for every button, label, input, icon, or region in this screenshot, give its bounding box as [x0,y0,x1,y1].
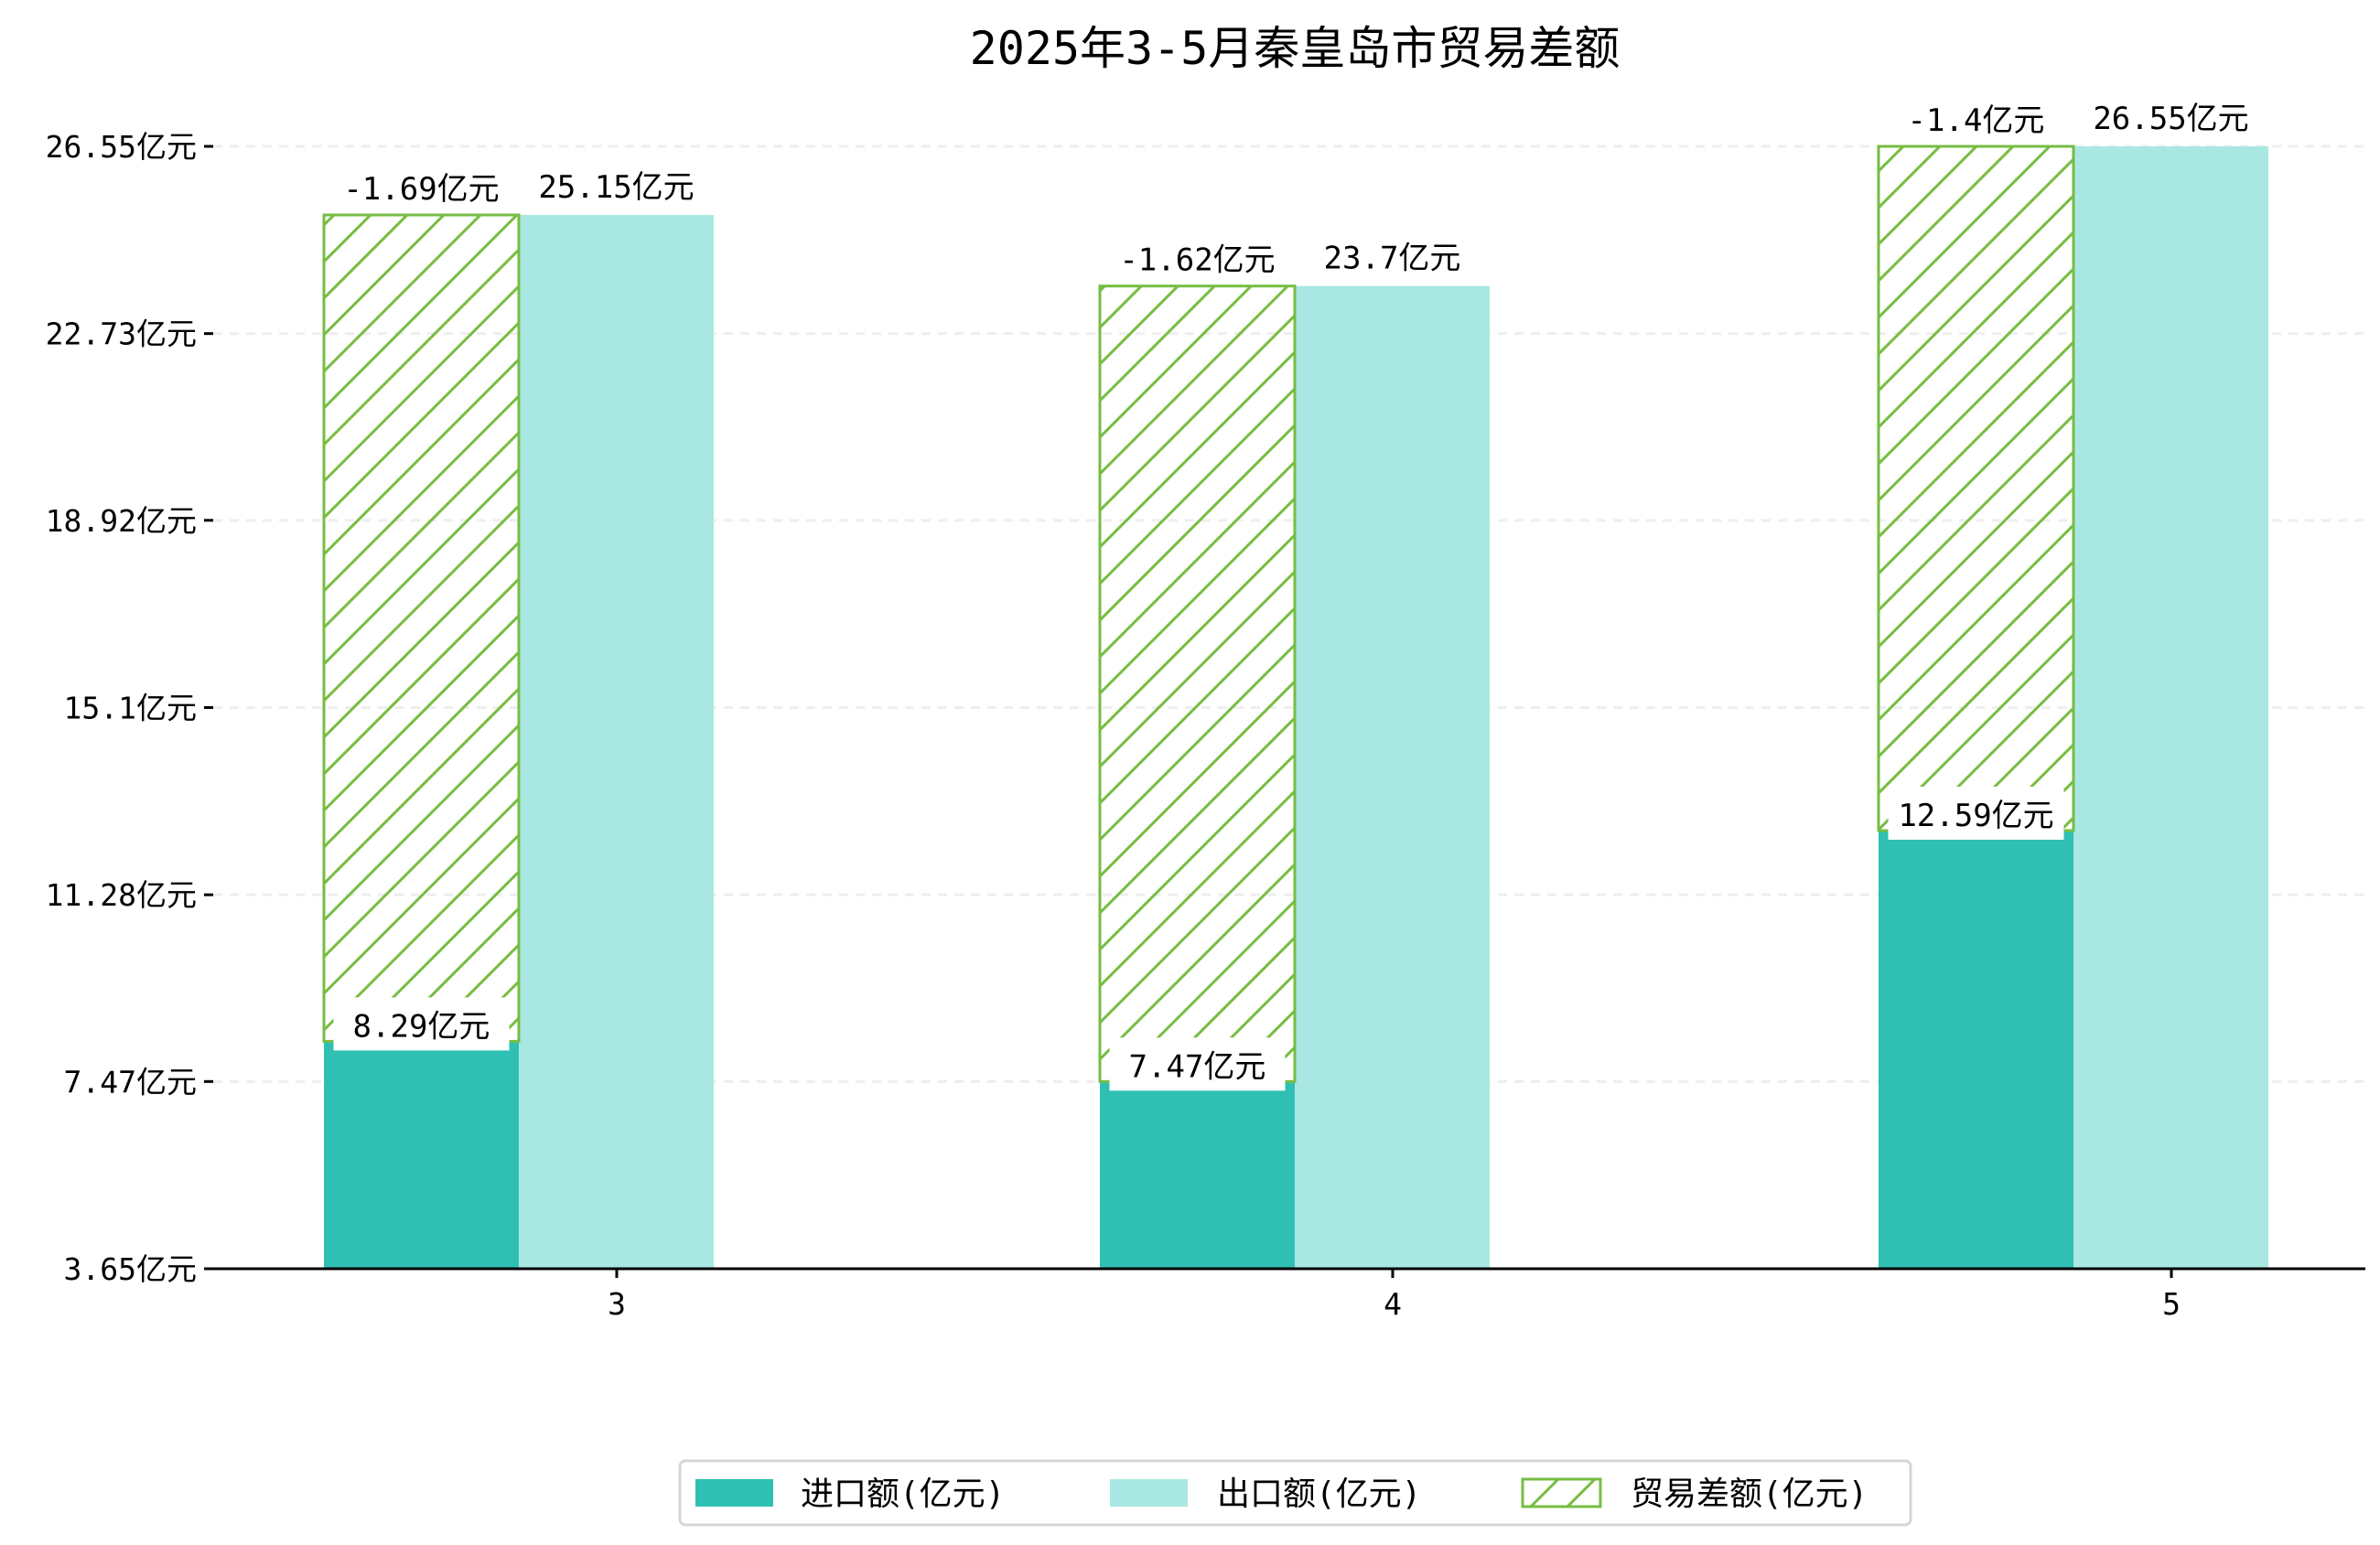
y-tick-label: 22.73亿元 [46,317,197,352]
import-value-label: 12.59亿元 [1898,798,2053,834]
export-value-label-bg [2083,90,2259,143]
x-tick-label: 5 [2162,1286,2181,1322]
y-tick-label: 11.28亿元 [46,877,197,913]
export-value-label-bg [528,158,705,212]
export-value-label: 26.55亿元 [2093,101,2248,137]
balance-value-label: -1.69亿元 [343,171,499,208]
y-tick-label: 26.55亿元 [46,129,197,165]
import-bar [1100,1081,1295,1269]
import-bar [1879,830,2073,1269]
import-value-label-bg [333,997,510,1051]
balance-bar [322,213,521,1043]
y-tick-label: 3.65亿元 [64,1251,197,1287]
y-tick-label: 18.92亿元 [46,503,197,539]
export-bar [519,215,714,1270]
import-value-label-bg [1888,786,2064,840]
export-value-label: 23.7亿元 [1324,241,1461,277]
export-bar [2073,146,2268,1269]
balance-value-label: -1.4亿元 [1908,102,2045,139]
legend-box [678,1459,1912,1527]
y-tick-label: 7.47亿元 [64,1064,197,1100]
x-tick-label: 4 [1384,1286,1402,1322]
x-tick-label: 3 [608,1286,626,1322]
legend-swatch-import [695,1479,773,1507]
legend-label-export: 出口额(亿元) [1217,1475,1421,1513]
legend-label-balance: 贸易差额(亿元) [1631,1475,1868,1513]
balance-value-label-bg [333,160,510,214]
export-value-label-bg [1304,229,1481,283]
legend-label-import: 进口额(亿元) [801,1475,1005,1513]
export-value-label: 25.15亿元 [538,169,694,206]
export-bar [1295,285,1490,1270]
legend-swatch-balance [1521,1477,1602,1508]
legend: 进口额(亿元) 出口额(亿元) 贸易差额(亿元) [678,1459,1912,1527]
import-value-label: 8.29亿元 [353,1008,490,1045]
legend-swatch-export [1110,1479,1188,1507]
import-value-label-bg [1109,1037,1286,1091]
y-tick-label: 15.1亿元 [64,691,197,726]
chart-title: 2025年3-5月秦皇岛市贸易差额 [970,22,1621,75]
import-value-label: 7.47亿元 [1129,1048,1266,1085]
balance-value-label-bg [1109,231,1286,284]
balance-value-label-bg [1888,91,2064,145]
balance-bar [1877,145,2075,832]
balance-bar [1098,284,1297,1083]
import-bar [324,1041,519,1269]
balance-value-label: -1.62亿元 [1119,242,1275,279]
